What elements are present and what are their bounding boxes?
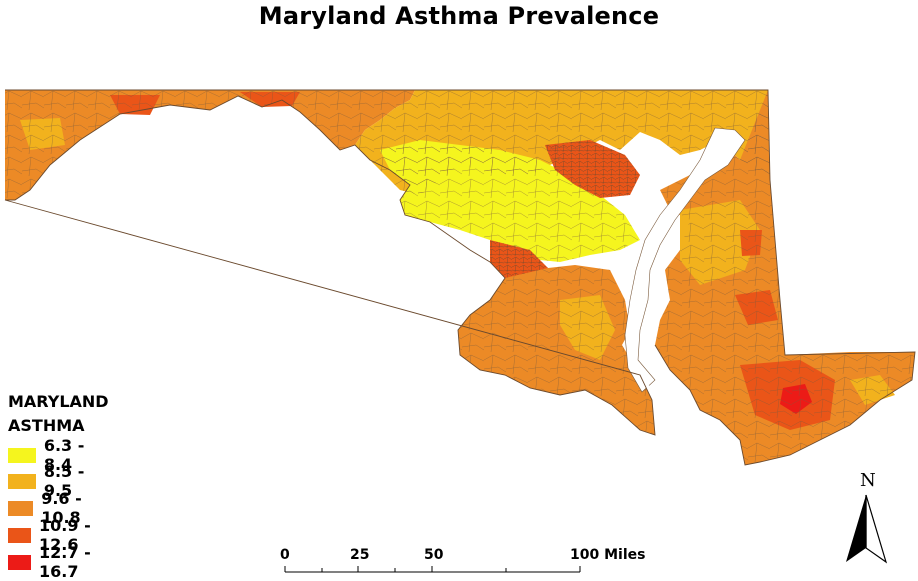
legend-swatch	[8, 527, 32, 543]
scale-label-50: 50	[424, 547, 444, 563]
legend-item: 8.5 - 9.5	[8, 462, 109, 500]
legend-title-line1: MARYLAND	[8, 392, 109, 411]
scale-bar	[284, 566, 581, 573]
legend-swatch	[8, 473, 36, 489]
legend-swatch	[8, 447, 36, 463]
legend-label: 12.7 - 16.7	[39, 543, 91, 581]
legend-label: 10.9 - 12.6	[39, 516, 91, 554]
scale-label-0: 0	[280, 547, 290, 563]
legend-label: 9.6 - 10.8	[41, 489, 82, 527]
legend-item: 12.7 - 16.7	[8, 543, 109, 581]
legend-item: 6.3 - 8.4	[8, 436, 109, 474]
legend-item: 9.6 - 10.8	[8, 489, 109, 527]
legend-item: 10.9 - 12.6	[8, 516, 109, 554]
legend-swatch	[8, 500, 34, 516]
north-label: N	[860, 470, 876, 491]
map-title: Maryland Asthma Prevalence	[258, 2, 660, 30]
north-arrow-icon	[846, 494, 888, 564]
legend-label: 8.5 - 9.5	[43, 462, 85, 500]
legend-swatch	[8, 554, 32, 570]
legend-title-line2: ASTHMA	[8, 416, 85, 435]
scale-label-25: 25	[350, 547, 370, 563]
legend: MARYLAND ASTHMA 6.3 - 8.4 8.5 - 9.5 9.6 …	[8, 390, 109, 581]
chesapeake-bay	[624, 127, 746, 393]
legend-label: 6.3 - 8.4	[43, 436, 85, 474]
scale-label-100-miles: 100 Miles	[570, 547, 646, 563]
